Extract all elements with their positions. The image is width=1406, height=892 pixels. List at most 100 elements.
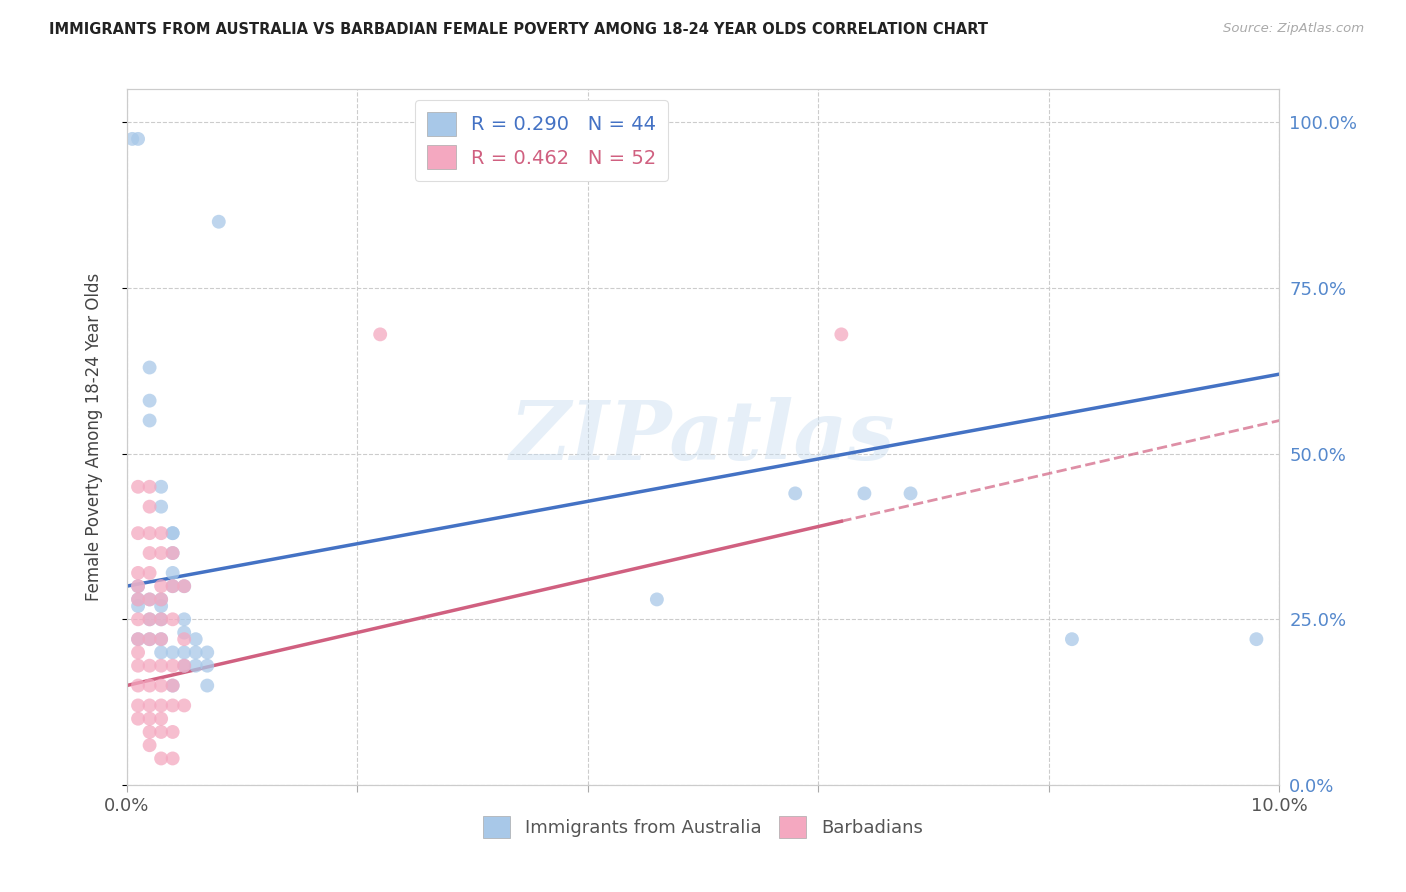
Point: [138, 725, 160, 739]
Point: [138, 546, 160, 560]
Point: [830, 327, 852, 342]
Point: [150, 725, 173, 739]
Point: [138, 592, 160, 607]
Point: [138, 480, 160, 494]
Point: [121, 132, 143, 146]
Point: [127, 698, 149, 713]
Point: [138, 592, 160, 607]
Point: [162, 526, 184, 541]
Point: [1060, 632, 1083, 647]
Point: [150, 645, 173, 659]
Point: [173, 625, 195, 640]
Point: [195, 658, 218, 673]
Point: [127, 592, 149, 607]
Point: [150, 592, 173, 607]
Point: [162, 679, 184, 693]
Y-axis label: Female Poverty Among 18-24 Year Olds: Female Poverty Among 18-24 Year Olds: [84, 273, 103, 601]
Point: [184, 658, 207, 673]
Point: [195, 679, 218, 693]
Point: [138, 658, 160, 673]
Point: [127, 132, 149, 146]
Point: [162, 546, 184, 560]
Point: [150, 679, 173, 693]
Point: [127, 658, 149, 673]
Point: [162, 579, 184, 593]
Point: [645, 592, 668, 607]
Point: [162, 751, 184, 765]
Point: [208, 215, 231, 229]
Point: [138, 360, 160, 375]
Point: [127, 645, 149, 659]
Point: [162, 546, 184, 560]
Point: [150, 698, 173, 713]
Point: [173, 579, 195, 593]
Point: [150, 592, 173, 607]
Text: Source: ZipAtlas.com: Source: ZipAtlas.com: [1223, 22, 1364, 36]
Point: [150, 480, 173, 494]
Point: [127, 592, 149, 607]
Point: [138, 566, 160, 580]
Point: [150, 546, 173, 560]
Point: [127, 712, 149, 726]
Point: [162, 526, 184, 541]
Point: [150, 500, 173, 514]
Point: [138, 698, 160, 713]
Point: [1246, 632, 1268, 647]
Point: [150, 632, 173, 647]
Point: [162, 658, 184, 673]
Point: [127, 480, 149, 494]
Point: [173, 612, 195, 626]
Point: [138, 393, 160, 408]
Point: [150, 712, 173, 726]
Point: [127, 579, 149, 593]
Point: [127, 599, 149, 613]
Legend: Immigrants from Australia, Barbadians: Immigrants from Australia, Barbadians: [477, 809, 929, 846]
Point: [150, 612, 173, 626]
Point: [150, 526, 173, 541]
Point: [184, 632, 207, 647]
Point: [138, 712, 160, 726]
Point: [127, 612, 149, 626]
Point: [127, 632, 149, 647]
Point: [150, 632, 173, 647]
Point: [150, 599, 173, 613]
Point: [853, 486, 876, 500]
Point: [162, 679, 184, 693]
Point: [127, 679, 149, 693]
Point: [127, 632, 149, 647]
Point: [127, 579, 149, 593]
Point: [900, 486, 922, 500]
Point: [195, 645, 218, 659]
Point: [138, 612, 160, 626]
Point: [173, 579, 195, 593]
Point: [138, 738, 160, 752]
Point: [162, 579, 184, 593]
Point: [162, 725, 184, 739]
Point: [150, 612, 173, 626]
Point: [138, 612, 160, 626]
Point: [127, 566, 149, 580]
Point: [162, 612, 184, 626]
Point: [150, 658, 173, 673]
Point: [138, 679, 160, 693]
Point: [162, 566, 184, 580]
Point: [785, 486, 807, 500]
Point: [138, 632, 160, 647]
Point: [150, 751, 173, 765]
Point: [138, 526, 160, 541]
Text: IMMIGRANTS FROM AUSTRALIA VS BARBADIAN FEMALE POVERTY AMONG 18-24 YEAR OLDS CORR: IMMIGRANTS FROM AUSTRALIA VS BARBADIAN F…: [49, 22, 988, 37]
Point: [173, 658, 195, 673]
Point: [138, 632, 160, 647]
Point: [162, 645, 184, 659]
Point: [173, 632, 195, 647]
Point: [173, 658, 195, 673]
Point: [173, 645, 195, 659]
Point: [162, 698, 184, 713]
Point: [150, 579, 173, 593]
Point: [184, 645, 207, 659]
Point: [127, 526, 149, 541]
Point: [368, 327, 391, 342]
Point: [138, 413, 160, 427]
Point: [173, 698, 195, 713]
Text: ZIPatlas: ZIPatlas: [510, 397, 896, 477]
